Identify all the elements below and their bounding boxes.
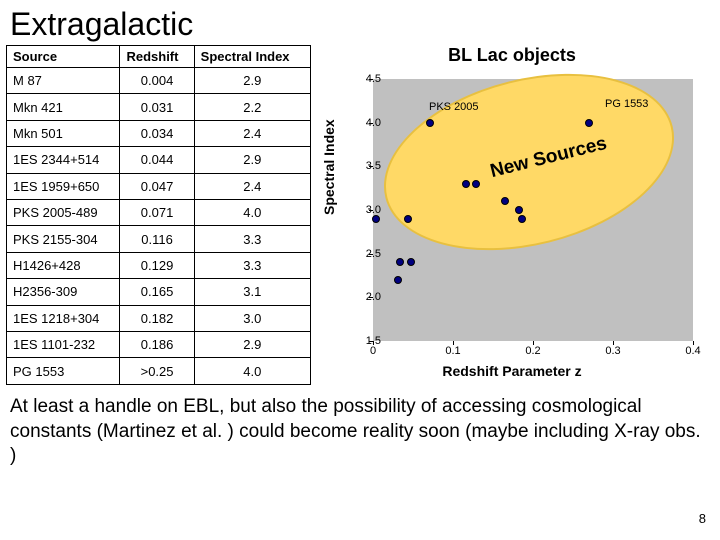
chart-xtick: 0.2 [525,345,540,357]
table-cell: 3.3 [194,226,310,252]
chart-xtick: 0.4 [685,345,700,357]
table-cell: 2.9 [194,147,310,173]
table-cell: 0.004 [120,68,194,94]
table-cell: 2.9 [194,68,310,94]
chart-point [404,215,412,223]
table-cell: Mkn 421 [7,94,120,120]
table-row: 1ES 2344+5140.0442.9 [7,147,311,173]
table-row: Mkn 4210.0312.2 [7,94,311,120]
table-header: Source [7,46,120,68]
table-row: 1ES 1101-2320.1862.9 [7,332,311,358]
table-cell: 4.0 [194,200,310,226]
chart-point [515,206,523,214]
chart-ytick: 4.0 [366,117,381,129]
table-cell: 0.165 [120,279,194,305]
table-cell: PKS 2155-304 [7,226,120,252]
chart-ytick: 3.0 [366,204,381,216]
table-row: PKS 2005-4890.0714.0 [7,200,311,226]
chart-point [407,258,415,266]
chart-area: BL Lac objects Spectral Index PKS 2005 PG… [317,45,707,385]
chart-point [585,119,593,127]
table-cell: 0.186 [120,332,194,358]
chart-ytick: 2.0 [366,291,381,303]
table-cell: 0.116 [120,226,194,252]
chart-point [518,215,526,223]
table-cell: PG 1553 [7,358,120,385]
table-cell: PKS 2005-489 [7,200,120,226]
chart-ylabel: Spectral Index [321,119,337,215]
table-row: M 870.0042.9 [7,68,311,94]
chart-annotation: PG 1553 [605,98,648,110]
table-cell: H1426+428 [7,252,120,278]
table-cell: 1ES 1218+304 [7,305,120,331]
table-row: H1426+4280.1293.3 [7,252,311,278]
table-header: Redshift [120,46,194,68]
chart-xtick: 0.3 [605,345,620,357]
chart-xlabel: Redshift Parameter z [442,363,581,379]
table-row: PKS 2155-3040.1163.3 [7,226,311,252]
table-cell: 0.047 [120,173,194,199]
table-cell: 1ES 2344+514 [7,147,120,173]
footer-text: At least a handle on EBL, but also the p… [0,385,720,469]
chart-title: BL Lac objects [448,45,576,66]
chart-point [472,180,480,188]
table-cell: 1ES 1101-232 [7,332,120,358]
page-number: 8 [699,511,706,526]
table-row: H2356-3090.1653.1 [7,279,311,305]
table-cell: M 87 [7,68,120,94]
table-cell: 2.4 [194,120,310,146]
table-row: 1ES 1959+6500.0472.4 [7,173,311,199]
chart-ytick: 2.5 [366,248,381,260]
table-cell: 3.3 [194,252,310,278]
table-cell: 0.129 [120,252,194,278]
table-cell: 0.071 [120,200,194,226]
chart-ytick: 4.5 [366,73,381,85]
table-cell: H2356-309 [7,279,120,305]
table-cell: 0.044 [120,147,194,173]
chart-annotation: PKS 2005 [429,101,479,113]
table-cell: 2.2 [194,94,310,120]
table-cell: 0.182 [120,305,194,331]
table-cell: 1ES 1959+650 [7,173,120,199]
table-cell: 2.4 [194,173,310,199]
table-row: 1ES 1218+3040.1823.0 [7,305,311,331]
content-row: SourceRedshiftSpectral Index M 870.0042.… [0,45,720,385]
chart-point [462,180,470,188]
table-header: Spectral Index [194,46,310,68]
table-row: Mkn 5010.0342.4 [7,120,311,146]
chart-xtick: 0 [370,345,376,357]
table-row: PG 1553>0.254.0 [7,358,311,385]
table-cell: Mkn 501 [7,120,120,146]
table-cell: 3.1 [194,279,310,305]
page-title: Extragalactic [0,0,720,45]
table-cell: >0.25 [120,358,194,385]
chart-point [426,119,434,127]
table-cell: 0.034 [120,120,194,146]
table-cell: 4.0 [194,358,310,385]
chart-plot: PKS 2005PG 1553New Sources [373,79,693,341]
chart-point [394,276,402,284]
source-table: SourceRedshiftSpectral Index M 870.0042.… [6,45,311,385]
chart-point [396,258,404,266]
table-cell: 2.9 [194,332,310,358]
table-cell: 0.031 [120,94,194,120]
chart-ytick: 3.5 [366,160,381,172]
chart-xtick: 0.1 [445,345,460,357]
table-cell: 3.0 [194,305,310,331]
